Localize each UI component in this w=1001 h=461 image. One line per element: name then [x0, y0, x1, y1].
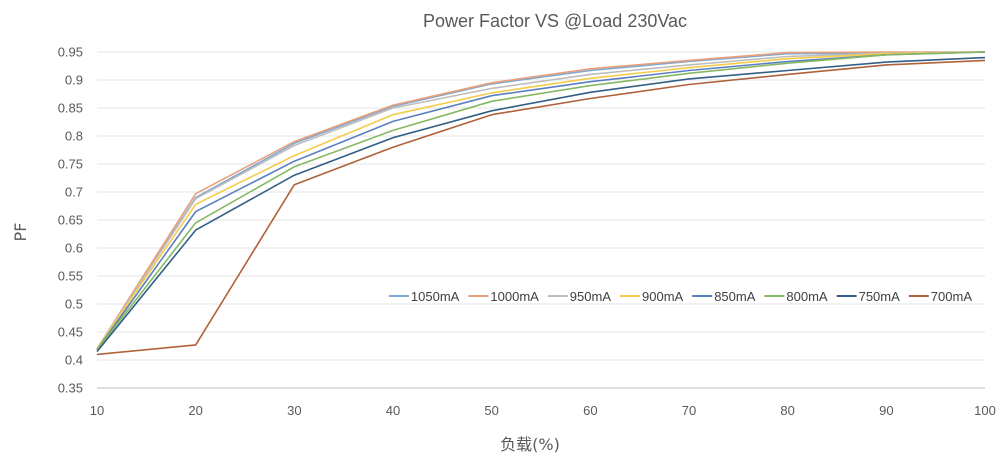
- series-line-950mA: [96, 51, 986, 350]
- x-tick-label: 90: [879, 403, 893, 418]
- series-line-850mA: [96, 51, 986, 351]
- y-tick-label: 0.45: [58, 325, 83, 340]
- x-axis-title: 负载(%): [500, 435, 560, 454]
- legend-label: 850mA: [714, 289, 756, 304]
- legend-item: 1000mA: [468, 289, 539, 304]
- legend-label: 950mA: [570, 289, 612, 304]
- x-tick-label: 60: [583, 403, 597, 418]
- series-lines: [96, 51, 986, 356]
- legend-item: 900mA: [620, 289, 684, 304]
- x-tick-label: 30: [287, 403, 301, 418]
- y-tick-label: 0.35: [58, 381, 83, 396]
- y-tick-label: 0.8: [65, 129, 83, 144]
- legend: 1050mA 1000mA 950mA 900mA 850mA 800mA 750mA 700…: [388, 289, 973, 304]
- series-line-1050mA: [96, 51, 986, 350]
- x-tick-label: 20: [188, 403, 202, 418]
- gridlines: [97, 51, 985, 389]
- y-tick-label: 0.9: [65, 73, 83, 88]
- y-tick-label: 0.5: [65, 297, 83, 312]
- series-line-700mA: [96, 59, 986, 356]
- x-axis-ticks: 10 20 30 40 50 60 70 80 90 100: [90, 403, 996, 418]
- y-tick-label: 0.75: [58, 157, 83, 172]
- series-line-1000mA: [96, 51, 985, 350]
- legend-item: 950mA: [547, 289, 612, 304]
- x-tick-label: 40: [386, 403, 400, 418]
- legend-item: 1050mA: [388, 289, 460, 304]
- y-axis-title: PF: [11, 223, 30, 242]
- y-tick-label: 0.4: [65, 353, 83, 368]
- y-tick-label: 0.55: [58, 269, 83, 284]
- chart-title: Power Factor VS @Load 230Vac: [423, 11, 687, 31]
- series-line-900mA: [96, 51, 986, 350]
- legend-label: 900mA: [642, 289, 684, 304]
- legend-item: 750mA: [836, 289, 901, 304]
- x-tick-label: 70: [682, 403, 696, 418]
- legend-item: 800mA: [764, 289, 828, 304]
- y-tick-label: 0.65: [58, 213, 83, 228]
- y-tick-label: 0.95: [58, 45, 83, 60]
- series-line-800mA: [96, 51, 986, 351]
- series-line-750mA: [96, 56, 986, 353]
- legend-label: 700mA: [931, 289, 973, 304]
- x-tick-label: 80: [780, 403, 794, 418]
- legend-item: 700mA: [908, 289, 973, 304]
- legend-label: 1000mA: [490, 289, 539, 304]
- legend-label: 750mA: [859, 289, 901, 304]
- y-axis-ticks: 0.35 0.4 0.45 0.5 0.55 0.6 0.65 0.7 0.75 0.8 0.85 0…: [58, 45, 83, 396]
- y-tick-label: 0.6: [65, 241, 83, 256]
- y-tick-label: 0.85: [58, 101, 83, 116]
- x-tick-label: 10: [90, 403, 104, 418]
- y-tick-label: 0.7: [65, 185, 83, 200]
- legend-item: 850mA: [692, 289, 756, 304]
- legend-label: 1050mA: [411, 289, 460, 304]
- x-tick-label: 100: [974, 403, 996, 418]
- x-tick-label: 50: [484, 403, 498, 418]
- legend-label: 800mA: [786, 289, 828, 304]
